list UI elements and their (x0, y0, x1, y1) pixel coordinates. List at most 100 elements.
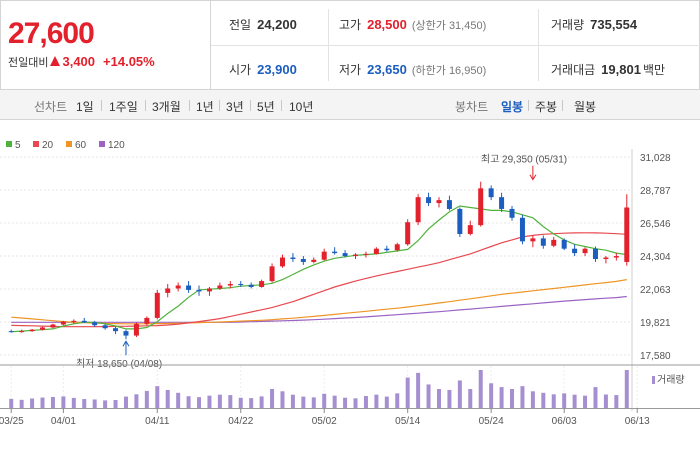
tab-separator (281, 100, 282, 111)
tab-candle-chart[interactable]: 봉차트 (455, 100, 489, 114)
tab-separator (101, 100, 102, 111)
change-value: 3,400 (62, 54, 96, 69)
volume-bar (541, 392, 546, 408)
period-3y[interactable]: 3년 (226, 100, 244, 114)
volume-bar (249, 398, 254, 408)
period-3m[interactable]: 3개월 (152, 100, 181, 114)
volume-bar (165, 389, 170, 408)
candle-body (71, 320, 77, 322)
candle-body (102, 325, 108, 329)
price-change: 전일대비 3,400 +14.05% (8, 54, 155, 70)
volume-bar (478, 370, 483, 408)
y-tick-label: 28,787 (640, 186, 671, 197)
candle-body (467, 225, 473, 234)
candle-body (478, 188, 484, 226)
candle-body (217, 285, 223, 289)
x-tick-label: 05/24 (479, 416, 504, 427)
volume-bar (155, 386, 160, 408)
volume-bar (144, 390, 149, 408)
legend-label: 60 (75, 140, 87, 151)
ma-legend: 5 20 60 120 (6, 140, 125, 151)
prev-close: 전일 24,200 (229, 16, 297, 33)
tab-separator (219, 100, 220, 111)
change-label: 전일대비 (8, 57, 49, 69)
volume-bar (457, 380, 462, 408)
candle-body (300, 259, 306, 262)
period-1w[interactable]: 1주일 (109, 100, 138, 114)
volume-bar (343, 397, 348, 408)
row-divider (211, 45, 700, 46)
candle-body (259, 281, 265, 287)
candle-monthly[interactable]: 월봉 (574, 100, 597, 114)
legend-swatch (33, 141, 39, 147)
volume-bar (520, 386, 525, 408)
period-1d[interactable]: 1일 (76, 100, 94, 114)
volume-bar (82, 399, 87, 408)
amount-unit: 백만 (642, 63, 666, 77)
volume-bar (9, 398, 14, 408)
x-tick-label: 05/14 (395, 416, 420, 427)
candle-body (561, 239, 567, 249)
candle-body (81, 320, 87, 323)
volume-bar (113, 400, 118, 408)
candle-body (133, 323, 139, 336)
candle-body (499, 197, 505, 209)
candle-body (530, 238, 536, 242)
x-tick-label: 03/25 (0, 416, 24, 427)
tab-line-chart[interactable]: 선차트 (34, 100, 68, 114)
volume-legend-swatch (652, 376, 655, 384)
volume-bar (395, 393, 400, 408)
candle-body (196, 289, 202, 292)
x-tick-label: 04/22 (228, 416, 253, 427)
period-5y[interactable]: 5년 (257, 100, 275, 114)
prev-close-value: 24,200 (257, 17, 297, 32)
volume-bar (436, 389, 441, 408)
candle-body (8, 331, 14, 333)
volume-bar (30, 398, 35, 408)
volume-bar (614, 395, 619, 408)
candle-body (60, 321, 66, 325)
candle-body (551, 239, 557, 246)
col-divider (538, 9, 539, 81)
candle-body (113, 328, 119, 332)
volume-bar (217, 394, 222, 408)
period-10y[interactable]: 10년 (289, 100, 314, 114)
moving-average-lines (11, 205, 627, 333)
volume-bar (301, 396, 306, 408)
up-triangle-icon (50, 56, 61, 66)
volume-bar (280, 391, 285, 408)
chart-axes: 31,028 28,787 26,546 24,304 22,063 19,821 17,5… (0, 149, 700, 427)
candle-body (363, 253, 369, 255)
candle-daily[interactable]: 일봉 (501, 100, 524, 114)
candle-body (279, 257, 285, 267)
volume-bars: 거래량 (9, 370, 685, 408)
candle-body (519, 217, 525, 242)
period-1y[interactable]: 1년 (196, 100, 214, 114)
volume-bar (468, 389, 473, 408)
y-tick-label: 19,821 (640, 318, 671, 329)
volume-bar (311, 397, 316, 408)
high-marker-arrowhead (529, 174, 537, 181)
volume-bar (19, 399, 24, 408)
candle-body (572, 248, 578, 254)
candle-weekly[interactable]: 주봉 (535, 100, 558, 114)
volume-bar (207, 395, 212, 408)
tab-separator (528, 100, 529, 111)
candle-body (321, 251, 327, 260)
volume-bar (583, 395, 588, 408)
low-marker-arrowhead (122, 340, 130, 347)
candle-body (332, 251, 338, 254)
volume-bar (50, 396, 55, 408)
candle-body (488, 188, 494, 198)
y-tick-label: 26,546 (640, 219, 671, 230)
legend-label: 120 (108, 140, 125, 151)
legend-label: 5 (15, 140, 21, 151)
candle-body (509, 208, 515, 218)
candle-body (342, 253, 348, 257)
volume-bar (353, 398, 358, 408)
candle-body (384, 248, 390, 251)
volume-bar (593, 387, 598, 408)
ma20-line (11, 232, 627, 328)
volume-bar (228, 395, 233, 408)
volume-bar (186, 396, 191, 408)
